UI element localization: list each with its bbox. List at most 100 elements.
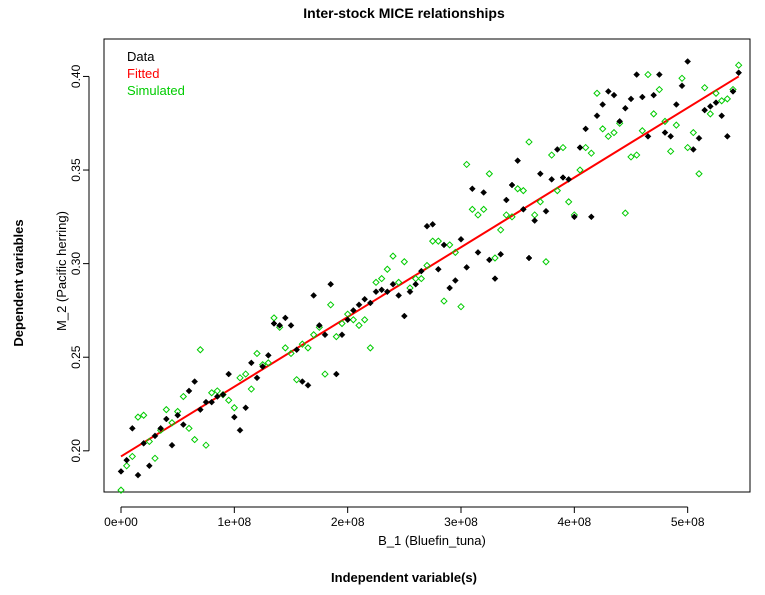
y-tick-label: 0.30 (69, 252, 83, 276)
data-point (667, 132, 675, 140)
data-point (497, 250, 505, 258)
data-point (610, 91, 618, 99)
simulated-point (236, 374, 244, 382)
simulated-point (168, 419, 176, 427)
simulated-point (610, 128, 618, 137)
data-point (179, 421, 187, 428)
data-point (378, 286, 386, 294)
simulated-point (479, 205, 488, 214)
simulated-point (213, 387, 222, 395)
data-point (576, 144, 584, 151)
data-point (157, 425, 165, 432)
data-point (128, 425, 136, 432)
data-point (570, 213, 578, 221)
simulated-point (185, 424, 193, 433)
simulated-point (457, 302, 465, 311)
simulated-point (298, 340, 307, 348)
simulated-point (117, 486, 125, 494)
simulated-point (394, 278, 403, 287)
simulated-point (587, 149, 596, 157)
data-point (684, 58, 692, 65)
simulated-point (700, 83, 709, 92)
simulated-point (122, 462, 131, 470)
outer-x-label: Independent variable(s) (331, 570, 477, 585)
simulated-point (723, 95, 732, 103)
data-point (542, 207, 550, 215)
data-point (242, 404, 250, 412)
legend-entry: Simulated (127, 83, 185, 98)
data-point (213, 393, 221, 400)
fitted-series (120, 75, 740, 458)
simulated-point (434, 237, 443, 245)
data-point (729, 88, 737, 95)
legend: Data Fitted Simulated (127, 49, 185, 98)
simulated-point (372, 278, 380, 287)
data-point (276, 322, 284, 329)
data-point (304, 381, 312, 389)
data-point (446, 284, 454, 292)
data-point (145, 462, 153, 470)
simulated-point (151, 454, 159, 463)
data-point (412, 280, 420, 288)
simulated-point (717, 97, 726, 105)
data-point (259, 363, 267, 370)
simulated-point (661, 117, 669, 126)
simulated-point (734, 61, 743, 69)
simulated-point (230, 404, 239, 412)
simulated-point (627, 153, 635, 161)
data-point (519, 205, 527, 213)
simulated-point (451, 248, 460, 257)
simulated-point (712, 89, 720, 97)
data-point (338, 331, 346, 339)
x-tick-label: 1e+08 (217, 515, 251, 529)
simulated-point (400, 258, 409, 266)
y-tick-label: 0.25 (69, 345, 83, 369)
simulated-point (179, 392, 188, 401)
simulated-point (581, 143, 590, 152)
data-point (599, 101, 607, 108)
data-series (117, 58, 743, 479)
data-point (270, 320, 278, 327)
data-point (202, 398, 210, 406)
plot-frame (103, 38, 751, 493)
data-point (661, 129, 669, 136)
data-point (621, 104, 629, 112)
data-point (344, 316, 352, 324)
data-point (168, 441, 176, 449)
simulated-point (649, 110, 658, 118)
data-point (134, 471, 142, 479)
data-point (264, 351, 272, 359)
data-point (706, 103, 714, 110)
simulated-point (485, 170, 494, 178)
simulated-point (525, 138, 533, 146)
simulated-point (281, 344, 290, 352)
data-point (701, 106, 709, 114)
simulated-point (190, 435, 199, 444)
data-point (185, 387, 193, 395)
simulated-point (321, 370, 329, 378)
simulated-point (349, 316, 358, 324)
simulated-point (508, 213, 516, 221)
data-point (117, 468, 125, 475)
outer-y-label: Dependent variables (11, 219, 26, 346)
data-point (474, 249, 482, 256)
data-point (451, 277, 459, 284)
legend-entry: Fitted (127, 66, 160, 81)
data-point (140, 439, 148, 447)
data-point (196, 406, 204, 413)
data-point (723, 132, 731, 140)
data-point (434, 265, 442, 273)
simulated-series (117, 61, 743, 494)
simulated-point (564, 198, 573, 206)
data-point (423, 222, 431, 230)
data-point (627, 95, 635, 103)
data-point (191, 378, 199, 385)
simulated-point (338, 319, 346, 328)
simulated-point (638, 127, 647, 135)
simulated-point (264, 359, 273, 367)
data-point (429, 220, 437, 228)
simulated-point (162, 405, 171, 414)
simulated-point (462, 160, 471, 169)
data-point (735, 69, 743, 77)
x-axis: 0e+00 1e+08 2e+08 3e+08 4e+08 5e+08 (104, 506, 705, 529)
